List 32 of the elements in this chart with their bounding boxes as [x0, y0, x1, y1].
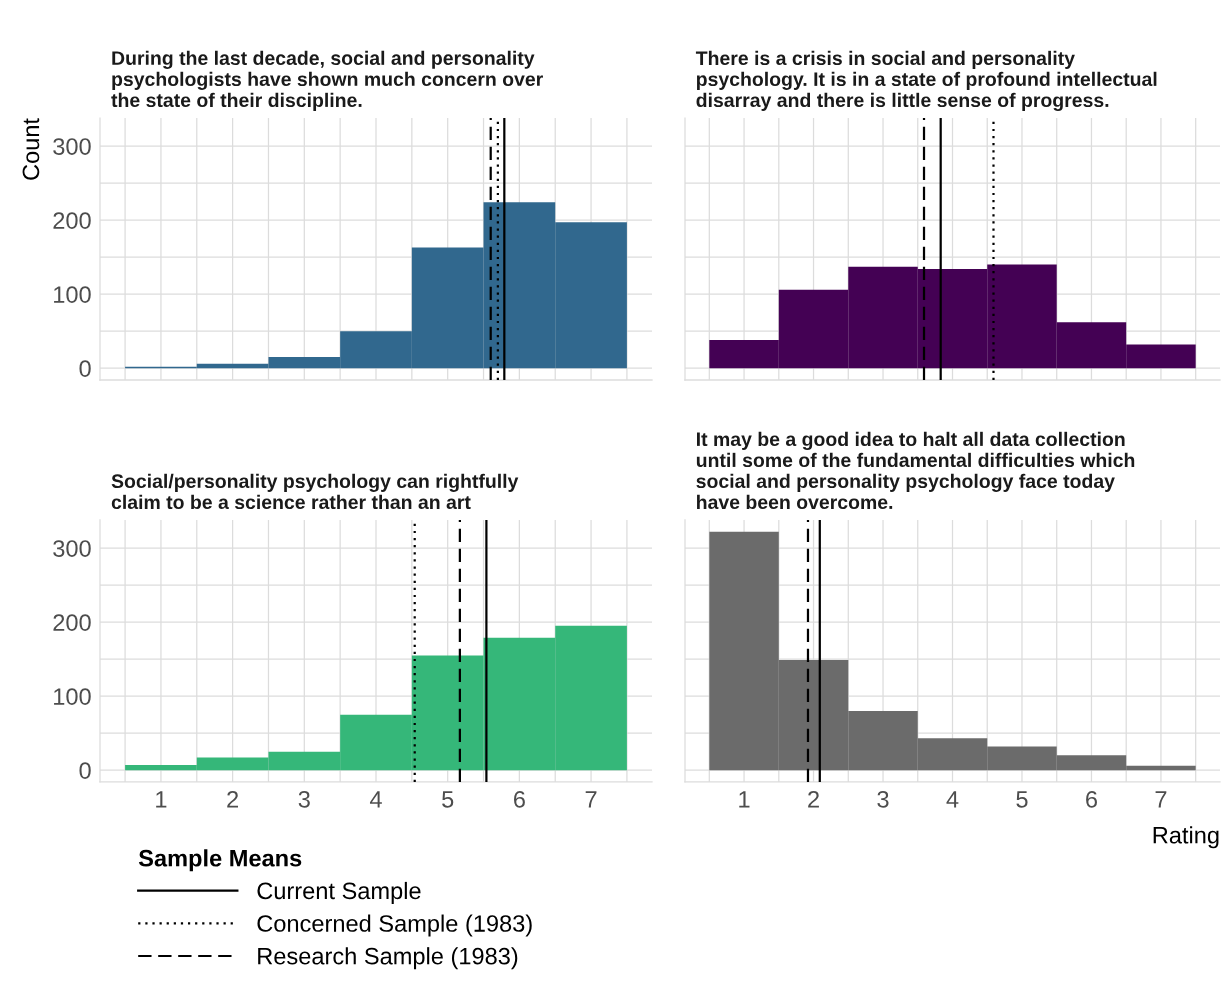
legend-label: Current Sample — [257, 881, 421, 904]
legend-label: Research Sample (1983) — [258, 947, 518, 970]
x-tick-label: 5 — [442, 791, 454, 808]
y-tick-label: 300 — [53, 138, 91, 155]
chart-title: There is a crisis in social and personality psychology. It is in a state of profound intellectual disarray and there is little sense of progress. — [695, 50, 1157, 112]
x-axis-title: Rating — [1153, 826, 1219, 849]
x-tick-label: 3 — [877, 790, 889, 808]
y-tick-label: 300 — [53, 540, 91, 557]
x-tick-label: 5 — [1016, 791, 1028, 808]
x-tick-label: 1 — [156, 791, 167, 808]
chart-title: Social/personality psychology can rightfully claim to be a science rather than an art — [111, 473, 519, 510]
x-tick-label: 2 — [227, 790, 238, 808]
x-tick-label: 6 — [1086, 790, 1097, 808]
x-tick-label: 1 — [739, 791, 750, 808]
y-axis-title: Count — [22, 118, 40, 180]
x-tick-label: 7 — [1155, 791, 1167, 808]
x-tick-label: 3 — [298, 790, 310, 808]
x-tick-label: 6 — [514, 790, 525, 808]
x-tick-label: 2 — [808, 790, 819, 808]
x-tick-label: 4 — [946, 791, 959, 808]
y-tick-label: 0 — [79, 762, 91, 779]
y-tick-label: 100 — [54, 286, 91, 303]
y-tick-label: 0 — [79, 360, 91, 377]
chart-title: It may be a good idea to halt all data collection until some of the fundamental difficulties which social and personality psychology face today have been overcome. — [696, 431, 1135, 510]
x-tick-label: 7 — [585, 791, 597, 808]
y-tick-label: 200 — [53, 614, 91, 631]
chart-title: During the last decade, social and personality psychologists have shown much concern over the state of their discipline. — [111, 50, 543, 111]
x-tick-label: 4 — [369, 791, 382, 808]
legend-label: Concerned Sample (1983) — [257, 914, 532, 937]
y-tick-label: 100 — [54, 688, 91, 705]
y-tick-label: 200 — [53, 212, 91, 229]
legend-title: Sample Means — [138, 849, 302, 872]
